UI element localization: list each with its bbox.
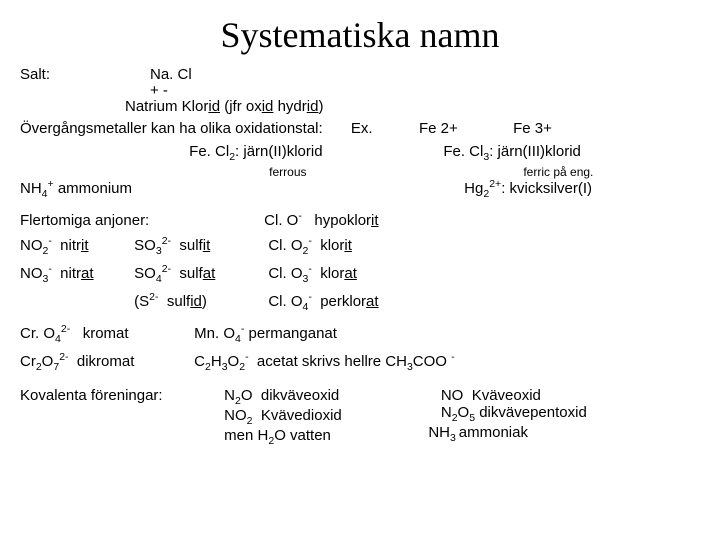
nh3-label: ammoniak [459, 424, 528, 441]
fe2-label: Fe 2+ [393, 120, 483, 137]
cro4-label: kromat [83, 325, 129, 342]
mno4: Mn. O4- permanganat [194, 323, 337, 345]
nacl-formula: Na. Cl [150, 66, 192, 83]
acetate: C2H3O2- acetat skrivs hellre CH3COO - [194, 351, 454, 373]
no2-label: Kvävedioxid [261, 407, 342, 424]
h2o-pre: men H [224, 427, 268, 444]
ex-label: Ex. [334, 120, 389, 137]
fecl2: Fe. Cl2: järn(II)klorid ferrous [189, 143, 389, 180]
s2: (S2- sulfid) [134, 291, 264, 310]
fecl3-label: : järn(III)klorid [489, 143, 581, 160]
fe3-label: Fe 3+ [488, 120, 578, 137]
ferric: ferric på eng. [523, 165, 593, 179]
n2o5-label: dikvävepentoxid [479, 404, 587, 421]
acetate-label: acetat skrivs hellre CH [257, 353, 407, 370]
iron-row: Fe. Cl2: järn(II)klorid ferrous Fe. Cl3:… [20, 143, 700, 180]
hg-pre: Hg [464, 180, 483, 197]
fecl3-formula: Fe. Cl [443, 143, 483, 160]
fecl2-label: : järn(II)klorid [235, 143, 323, 160]
fecl3: Fe. Cl3: järn(III)klorid ferric på eng. [443, 143, 683, 180]
cro4: Cr. O42- kromat [20, 323, 190, 345]
ammonium: NH4+ ammonium [20, 178, 330, 200]
polyanion-section: Flertomiga anjoner: Cl. O- hypoklorit NO… [20, 210, 700, 313]
ammonium-label: ammonium [54, 180, 132, 197]
polyanion-header: Flertomiga anjoner: [20, 212, 260, 229]
transition-line: Övergångsmetaller kan ha olika oxidation… [20, 120, 700, 137]
clo: Cl. O- hypoklorit [264, 210, 464, 229]
fecl2-formula: Fe. Cl [189, 143, 229, 160]
so4: SO42- sulfat [134, 263, 264, 285]
ferrous: ferrous [269, 165, 306, 179]
clo4: Cl. O4- perklorat [268, 291, 468, 313]
coo: COO [413, 353, 451, 370]
h2o-label: O vatten [274, 427, 331, 444]
cr2o7: Cr2O72- dikromat [20, 351, 190, 373]
hg: Hg22+: kvicksilver(I) [464, 178, 592, 200]
no3: NO3- nitrat [20, 263, 130, 285]
clo3: Cl. O3- klorat [268, 263, 468, 285]
clo2: Cl. O2- klorit [268, 235, 468, 257]
n2o-label: dikväveoxid [261, 387, 339, 404]
hg-label: : kvicksilver(I) [501, 180, 592, 197]
mno4-label: permanganat [249, 325, 337, 342]
kovalent-label: Kovalenta föreningar: [20, 387, 220, 404]
no2: NO2- nitrit [20, 235, 130, 257]
page-title: Systematiska namn [20, 14, 700, 56]
salt-block: Salt: Na. Cl + - Natrium Klorid (jfr oxi… [20, 66, 700, 116]
natrium-expl: Natrium Klorid (jfr oxid hydrid) [125, 98, 323, 115]
kovalent-section: Kovalenta föreningar: N2O dikväveoxid NO… [20, 387, 700, 447]
salt-label: Salt: [20, 66, 50, 83]
chromate-section: Cr. O42- kromat Mn. O4- permanganat Cr2O… [20, 323, 700, 373]
kov-right: NO Kväveoxid N2O5 dikvävepentoxid NH3 am… [428, 387, 628, 444]
transition-text: Övergångsmetaller kan ha olika oxidation… [20, 120, 330, 137]
so3: SO32- sulfit [134, 235, 264, 257]
plus-minus: + - [150, 82, 168, 99]
ammonium-hg-row: NH4+ ammonium Hg22+: kvicksilver(I) [20, 178, 700, 200]
no-label: Kväveoxid [472, 387, 541, 404]
cr2o7-label: dikromat [77, 353, 135, 370]
nh4: NH [20, 180, 42, 197]
kov-mid: N2O dikväveoxid NO2 Kvävedioxid men H2O … [224, 387, 424, 447]
